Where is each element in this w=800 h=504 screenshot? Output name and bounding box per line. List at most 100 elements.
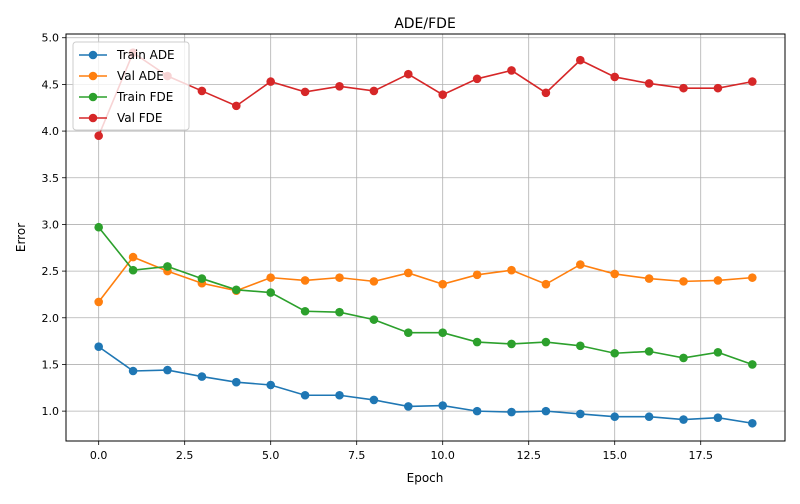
data-point-val-ade: [128, 252, 138, 262]
data-point-val-ade: [438, 279, 448, 289]
y-axis-ticks: 1.0 1.5 2.0 2.5 3.0 3.5 4.0 4.5 5.0: [42, 32, 66, 418]
x-axis-ticks: 0.0 2.5 5.0 7.5 10.0 12.5 15.0 17.5: [90, 441, 713, 462]
data-point-train-ade: [128, 366, 138, 376]
x-tick-label: 7.5: [348, 449, 366, 462]
data-point-val-fde: [438, 90, 448, 99]
data-point-train-ade: [369, 395, 379, 405]
legend-box: [72, 41, 190, 131]
data-point-train-fde: [163, 262, 172, 271]
x-tick-label: 2.5: [176, 449, 194, 462]
plot-area-frame: [65, 33, 786, 442]
data-point-train-fde: [369, 315, 379, 324]
data-point-train-fde: [438, 328, 448, 338]
data-point-train-fde: [128, 265, 138, 275]
x-tick-label: 0.0: [90, 449, 108, 462]
data-point-val-fde: [266, 77, 275, 86]
data-point-val-ade: [335, 273, 344, 282]
data-point-val-fde: [335, 81, 344, 91]
data-point-train-ade: [335, 390, 344, 400]
legend-item: Val ADE: [79, 69, 164, 83]
data-point-train-ade: [163, 365, 172, 375]
x-tick-label: 5.0: [262, 449, 280, 462]
legend-marker-swatch: [88, 50, 98, 60]
series-line-train-fde: [98, 226, 753, 366]
data-point-train-fde: [713, 348, 723, 357]
data-point-train-ade: [541, 406, 551, 416]
data-point-val-ade: [748, 273, 757, 282]
data-point-train-fde: [300, 306, 310, 316]
data-point-val-ade: [541, 279, 551, 289]
data-point-val-fde: [576, 55, 585, 65]
data-point-train-fde: [266, 288, 275, 297]
data-point-val-fde: [300, 87, 310, 97]
data-point-val-fde: [679, 83, 688, 93]
data-point-train-fde: [335, 307, 344, 317]
data-point-train-ade: [679, 415, 688, 424]
y-tick-label: 2.5: [42, 265, 60, 278]
y-tick-label: 1.0: [42, 405, 60, 418]
data-point-val-ade: [94, 297, 103, 307]
data-point-val-fde: [231, 101, 241, 111]
data-point-train-fde: [576, 341, 585, 351]
data-point-train-ade: [403, 402, 413, 411]
data-point-train-ade: [576, 409, 585, 419]
data-point-val-ade: [369, 277, 379, 286]
data-point-val-ade: [300, 276, 310, 285]
data-point-train-fde: [94, 222, 103, 232]
data-point-train-fde: [472, 337, 482, 347]
data-point-train-fde: [541, 337, 551, 347]
y-tick-label: 4.5: [42, 78, 60, 91]
data-point-val-fde: [472, 74, 482, 84]
data-point-val-fde: [197, 86, 207, 96]
legend-item: Val FDE: [79, 111, 163, 125]
series-val-fde: [94, 48, 757, 141]
grid: [66, 34, 785, 441]
data-point-val-fde: [610, 72, 620, 82]
data-point-val-fde: [507, 66, 516, 75]
data-point-train-fde: [679, 353, 688, 363]
data-point-train-ade: [748, 418, 757, 428]
data-point-val-fde: [94, 131, 103, 141]
data-point-val-fde: [644, 79, 654, 88]
x-tick-label: 10.0: [430, 449, 455, 462]
series-val-ade: [94, 252, 757, 307]
data-point-val-fde: [369, 86, 379, 96]
data-point-train-ade: [197, 372, 207, 381]
data-point-train-fde: [507, 339, 516, 349]
legend-item: Train FDE: [79, 90, 173, 104]
x-tick-label: 17.5: [688, 449, 713, 462]
y-tick-label: 4.0: [42, 125, 60, 138]
data-point-val-ade: [576, 260, 585, 269]
data-point-train-ade: [266, 380, 275, 390]
data-point-train-fde: [197, 274, 207, 283]
chart-title: ADE/FDE: [394, 16, 456, 32]
data-point-val-ade: [713, 276, 723, 285]
series-line-train-ade: [98, 346, 753, 425]
x-tick-label: 15.0: [602, 449, 627, 462]
data-point-train-fde: [403, 328, 413, 338]
data-point-train-ade: [472, 406, 482, 416]
data-point-val-ade: [610, 269, 620, 279]
data-point-train-fde: [748, 360, 757, 369]
y-axis-label: Error: [14, 223, 28, 252]
data-point-val-fde: [541, 88, 551, 98]
data-point-train-fde: [231, 285, 241, 295]
data-point-val-ade: [507, 265, 516, 275]
data-point-train-ade: [644, 412, 654, 422]
series-train-ade: [94, 342, 757, 428]
legend-marker-swatch: [88, 71, 98, 81]
y-tick-label: 3.0: [42, 218, 60, 231]
data-point-val-fde: [403, 69, 413, 79]
data-point-val-fde: [748, 77, 757, 86]
data-point-train-ade: [507, 407, 516, 417]
data-point-train-ade: [438, 401, 448, 410]
legend-item: Train ADE: [79, 48, 175, 62]
data-point-train-ade: [713, 413, 723, 422]
data-point-val-ade: [472, 270, 482, 280]
legend-label: Train FDE: [116, 90, 173, 104]
series-train-fde: [94, 222, 757, 369]
legend: Train ADE Val ADE Train FDE Val FDE: [72, 41, 190, 131]
x-tick-label: 12.5: [516, 449, 541, 462]
